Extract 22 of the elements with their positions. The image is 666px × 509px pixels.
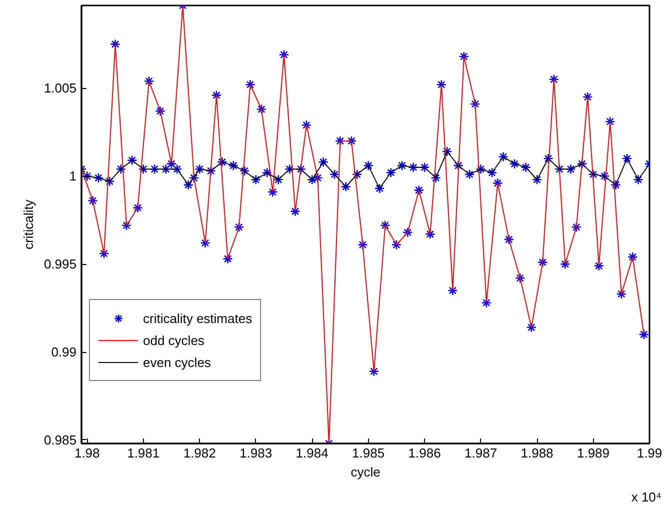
y-axis-title: criticality — [20, 199, 36, 250]
x-tick-label: 1.983 — [240, 446, 272, 460]
y-tick-label: 0.99 — [51, 344, 77, 360]
legend-label: criticality estimates — [143, 310, 252, 326]
x-axis-title: cycle — [350, 464, 380, 480]
x-tick-label: 1.985 — [352, 446, 385, 460]
legend-label: even cycles — [143, 354, 211, 370]
x-tick-label: 1.99 — [636, 446, 662, 460]
legend-label: odd cycles — [143, 332, 204, 348]
x-tick-label: 1.984 — [296, 446, 328, 460]
x-tick-label: 1.986 — [408, 446, 441, 460]
x-tick-label: 1.989 — [576, 446, 610, 460]
x-tick-label: 1.981 — [127, 446, 160, 460]
x-tick-label: 1.988 — [520, 446, 554, 460]
x-tick-label: 1.98 — [74, 446, 100, 460]
y-tick-label: 0.985 — [44, 432, 77, 448]
y-tick-label: 1 — [69, 168, 77, 184]
x-tick-label: 1.987 — [464, 446, 498, 460]
y-tick-label: 1.005 — [44, 80, 77, 96]
y-tick-label: 0.995 — [44, 256, 77, 272]
x-tick-label: 1.982 — [183, 446, 216, 460]
text: x 10⁴ — [631, 490, 662, 504]
